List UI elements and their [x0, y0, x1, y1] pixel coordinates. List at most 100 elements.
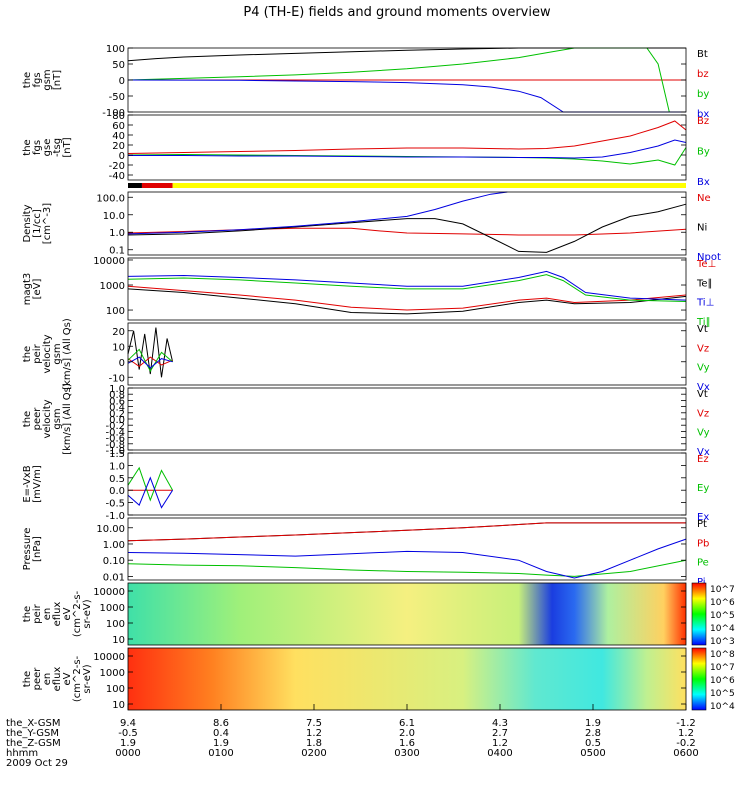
y-tick-label: -40	[109, 171, 125, 182]
x-row-label: the_Z-GSM	[6, 738, 61, 749]
y-tick-label: 10	[112, 342, 125, 353]
y-tick-label: 10	[112, 635, 125, 646]
y-tick-label: 100	[106, 306, 125, 317]
mode-bar-segment	[128, 183, 142, 188]
y-axis-label: eV	[62, 672, 73, 685]
y-axis-label: peer	[32, 667, 43, 691]
panel-frame	[127, 387, 687, 451]
x-tick-label: 0400	[487, 748, 512, 759]
legend-entry: Pe	[697, 558, 709, 569]
y-axis-label: fgs	[32, 140, 43, 155]
y-axis-label: [km/s] (All Qs)	[62, 318, 73, 390]
y-axis-label: velocity	[42, 399, 53, 438]
x-tick-label: 2.0	[399, 728, 415, 739]
legend-entry: Ti∥	[696, 317, 711, 328]
panel-peer-spectrogram: 10^8 10^7 10^6 10^5 10^4 10000 1000 100 10 the pee…	[22, 647, 735, 712]
legend-entry: Te∥	[696, 278, 713, 289]
y-tick-label: 0.0	[109, 415, 125, 426]
legend-entry: Ne	[697, 193, 711, 204]
legend-entry: Bz	[697, 116, 709, 127]
x-tick-label: 0000	[115, 748, 140, 759]
series-Pb	[127, 522, 686, 542]
y-axis-label: gsm	[52, 408, 63, 429]
y-tick-label: -1.0	[105, 446, 125, 457]
x-tick-label: 2.8	[585, 728, 601, 739]
legend-entry: Vz	[697, 408, 709, 419]
colorbar-tick-label: 10^4	[710, 624, 735, 634]
y-axis-label: -tsg	[52, 138, 63, 157]
panel-frame	[127, 191, 687, 256]
series-Vy	[127, 348, 173, 373]
panel-frame	[127, 517, 687, 581]
x-tick-label: 1.2	[678, 728, 694, 739]
x-tick-label: 1.2	[492, 738, 508, 749]
legend-entry: Vt	[697, 389, 708, 400]
y-axis-label: sr-eV)	[82, 599, 93, 628]
colorbar-tick-label: 10^5	[710, 689, 735, 699]
y-tick-label: 0.6	[109, 396, 125, 407]
series-by	[127, 47, 686, 113]
y-tick-label: 0.5	[109, 474, 125, 485]
x-row-label: the_X-GSM	[6, 718, 60, 729]
spectrogram-image	[128, 648, 686, 710]
x-tick-label: 1.9	[120, 738, 136, 749]
y-tick-label: -0.8	[105, 440, 125, 451]
x-tick-label: -0.5	[118, 728, 138, 739]
series-Ne	[127, 227, 687, 236]
series-Bx	[128, 139, 687, 159]
y-tick-label: 60	[112, 121, 125, 132]
legend-entry: Pb	[697, 538, 709, 549]
legend-entry: Ez	[697, 454, 709, 465]
colorbar-tick-label: 10^3	[710, 637, 735, 647]
x-tick-label: 0.4	[213, 728, 229, 739]
y-tick-label: 10000	[93, 652, 125, 663]
x-tick-label: 2.7	[492, 728, 508, 739]
panel-pressure: Pt Pb Pe Pi 10.00 1.00 0.10 0.01 Pressure [nPa]	[22, 517, 709, 588]
y-axis-label: peir	[32, 343, 43, 363]
y-axis-label: peer	[32, 407, 43, 431]
y-axis-label: the	[22, 606, 33, 622]
panel-frame	[127, 322, 687, 386]
legend-entry: Bx	[697, 177, 710, 188]
y-tick-label: 1.0	[109, 228, 125, 239]
y-axis-label: gsm	[42, 69, 53, 90]
series-Bt	[127, 47, 686, 62]
x-tick-label: 1.8	[306, 738, 322, 749]
legend-entry: Vy	[697, 363, 710, 374]
y-tick-label: 0.8	[109, 390, 125, 401]
colorbar-tick-label: 10^5	[710, 611, 735, 621]
x-tick-label: 0200	[301, 748, 326, 759]
series-Vx	[127, 356, 173, 369]
legend-entry: Ti⊥	[696, 298, 714, 309]
y-tick-label: 1.00	[103, 540, 125, 551]
y-tick-label: 1.0	[109, 461, 125, 472]
x-tick-label: -0.2	[676, 738, 696, 749]
y-tick-label: 10000	[93, 256, 125, 267]
y-tick-label: 20	[112, 327, 125, 338]
y-tick-label: 0	[119, 151, 125, 162]
figure-title: P4 (TH-E) fields and ground moments over…	[243, 5, 551, 20]
mode-bar-segment	[172, 183, 686, 188]
y-tick-label: 20	[112, 141, 125, 152]
y-axis-label: (cm^2-s-	[72, 655, 83, 702]
y-axis-label: en	[42, 673, 53, 686]
x-tick-label: 4.3	[492, 718, 508, 729]
series-Npot	[127, 191, 508, 235]
colorbar-tick-label: 10^7	[710, 585, 735, 595]
mode-bar-segment	[141, 183, 173, 188]
x-tick-label: 1.2	[306, 728, 322, 739]
y-tick-label: 50	[112, 60, 125, 71]
y-axis-label: [1/cc]	[32, 209, 43, 238]
series-Ti⊥	[127, 270, 687, 301]
y-axis-label: the	[22, 411, 33, 427]
y-axis-label: [nPa]	[32, 536, 43, 562]
x-tick-label: 9.4	[120, 718, 136, 729]
series-Te⊥	[127, 285, 687, 311]
y-tick-label: 100.0	[96, 193, 125, 204]
y-axis-label: [nT]	[62, 137, 73, 157]
colorbar-tick-label: 10^6	[710, 676, 735, 686]
